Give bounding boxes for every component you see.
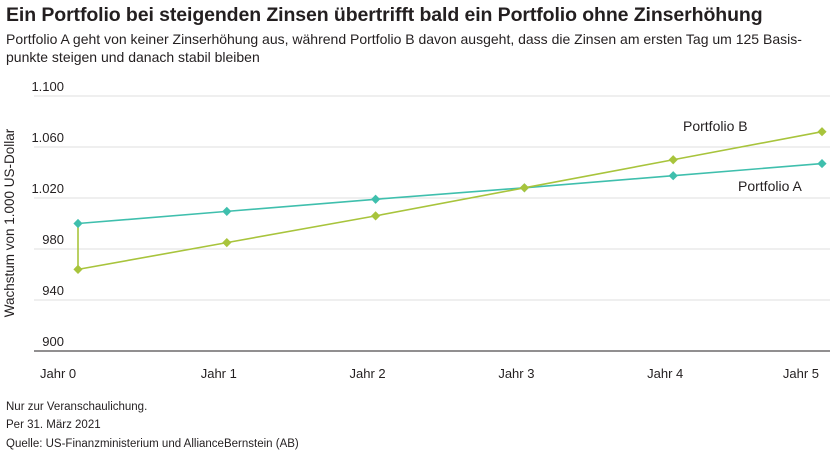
footnote-source: Quelle: US-Finanzministerium und Allianc…	[6, 438, 299, 450]
x-tick-label: Jahr 2	[350, 366, 386, 381]
y-tick-label: 1.100	[31, 79, 64, 94]
x-tick-label: Jahr 0	[40, 366, 76, 381]
footnote-illustration: Nur zur Veranschaulichung.	[6, 401, 148, 413]
data-point-portfolio-a	[668, 171, 678, 181]
y-axis-label: Wachstum von 1.000 US-Dollar	[2, 128, 17, 317]
y-tick-label: 1.020	[31, 181, 64, 196]
footnote-date: Per 31. März 2021	[6, 419, 101, 431]
y-tick-label: 980	[42, 232, 64, 247]
chart-subtitle: Portfolio A geht von keiner Zinserhöhung…	[6, 31, 802, 65]
y-tick-label: 900	[42, 334, 64, 349]
series-label-portfolio-a: Portfolio A	[738, 178, 802, 194]
data-point-portfolio-a	[371, 194, 381, 204]
gridlines	[34, 95, 830, 352]
series-label-portfolio-b: Portfolio B	[683, 118, 748, 134]
series-group	[73, 127, 827, 274]
y-axis-ticks: 900 940 980 1.020 1.060 1.100	[31, 79, 64, 349]
x-tick-label: Jahr 3	[498, 366, 534, 381]
chart-title: Ein Portfolio bei steigenden Zinsen über…	[6, 4, 763, 26]
data-point-portfolio-b	[73, 264, 83, 274]
data-point-portfolio-b	[668, 155, 678, 165]
data-point-portfolio-b	[519, 183, 529, 193]
series-line-portfolio-b	[77, 130, 823, 271]
x-tick-label: Jahr 5	[783, 366, 819, 381]
x-tick-label: Jahr 4	[647, 366, 683, 381]
y-tick-label: 1.060	[31, 130, 64, 145]
series-line-portfolio-a	[77, 162, 823, 225]
data-point-portfolio-a	[817, 158, 827, 169]
data-point-portfolio-a	[222, 206, 232, 216]
data-point-portfolio-a	[73, 218, 83, 229]
data-point-portfolio-b	[222, 238, 232, 248]
x-tick-label: Jahr 1	[201, 366, 237, 381]
y-tick-label: 940	[42, 283, 64, 298]
data-point-portfolio-b	[817, 127, 827, 137]
x-axis-ticks: Jahr 0 Jahr 1 Jahr 2 Jahr 3 Jahr 4 Jahr 5	[40, 366, 819, 381]
data-point-portfolio-b	[371, 211, 381, 221]
